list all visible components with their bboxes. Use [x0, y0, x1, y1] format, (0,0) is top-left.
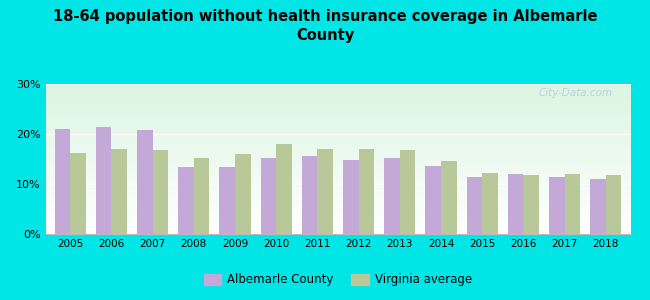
Bar: [425, 166, 441, 234]
Bar: [606, 175, 621, 234]
Bar: [219, 167, 235, 234]
Bar: [441, 160, 457, 234]
Bar: [400, 149, 415, 234]
Bar: [384, 158, 400, 234]
Bar: [55, 129, 70, 234]
Bar: [276, 144, 292, 234]
Bar: [549, 177, 565, 234]
Bar: [359, 149, 374, 234]
Text: 18-64 population without health insurance coverage in Albemarle
County: 18-64 population without health insuranc…: [53, 9, 597, 43]
Bar: [317, 149, 333, 234]
Bar: [343, 160, 359, 234]
Bar: [467, 176, 482, 234]
Legend: Albemarle County, Virginia average: Albemarle County, Virginia average: [199, 269, 477, 291]
Bar: [261, 158, 276, 234]
Text: City-Data.com: City-Data.com: [539, 88, 613, 98]
Bar: [590, 179, 606, 234]
Bar: [137, 130, 153, 234]
Bar: [153, 150, 168, 234]
Bar: [508, 174, 523, 234]
Bar: [565, 174, 580, 234]
Bar: [482, 173, 498, 234]
Bar: [302, 155, 317, 234]
Bar: [194, 158, 209, 234]
Bar: [111, 149, 127, 234]
Bar: [235, 154, 251, 234]
Bar: [523, 175, 539, 234]
Bar: [70, 153, 86, 234]
Bar: [96, 127, 111, 234]
Bar: [178, 167, 194, 234]
